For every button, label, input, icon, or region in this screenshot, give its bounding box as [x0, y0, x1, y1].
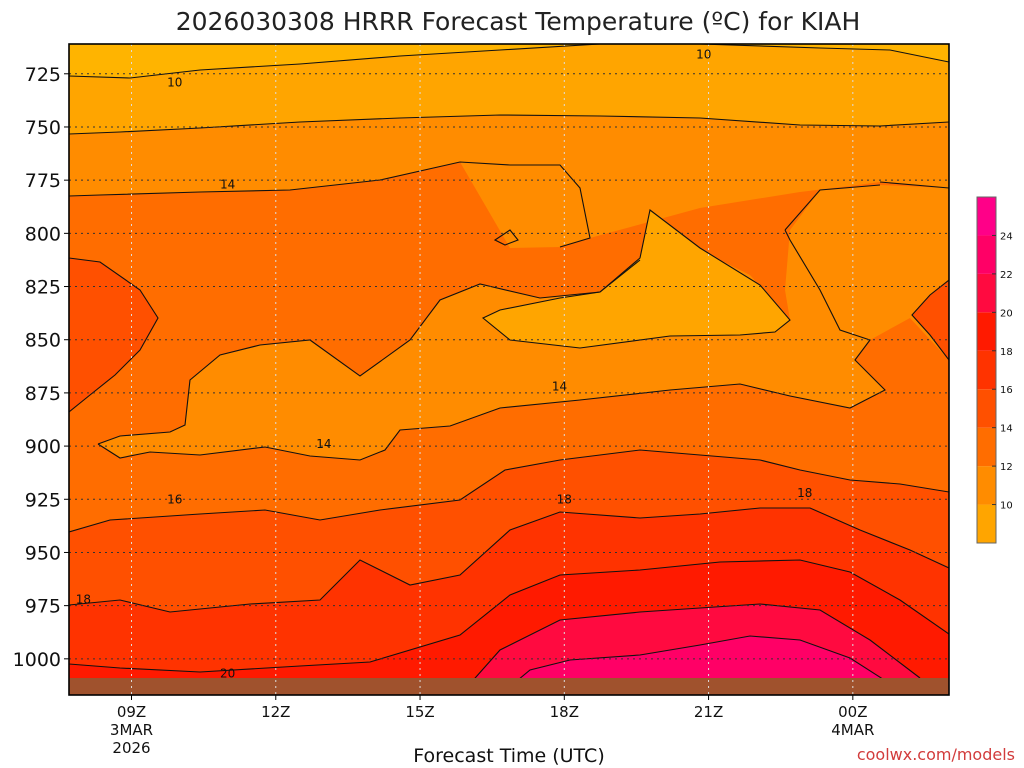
y-tick-label: 850 [25, 330, 61, 352]
colorbar-label: 16 [1000, 385, 1013, 396]
colorbar-swatch [977, 389, 996, 428]
y-tick-label: 950 [25, 542, 61, 564]
colorbar-label: 14 [1000, 424, 1013, 435]
ground-surface [69, 677, 949, 695]
band-10-12-upper [69, 44, 949, 134]
x-tick-label: 15Z [405, 703, 434, 721]
colorbar-label: 22 [1000, 270, 1013, 281]
y-axis: 725 750 775 800 825 850 875 900 925 950 975 1000 [13, 64, 69, 671]
y-tick-label: 825 [25, 277, 61, 299]
contour-label: 14 [220, 177, 235, 191]
colorbar-label: 20 [1000, 308, 1013, 319]
x-tick-label: 09Z [117, 703, 146, 721]
colorbar-swatch [977, 312, 996, 351]
x-axis-title: Forecast Time (UTC) [413, 745, 604, 767]
x-tick-sublabel: 3MAR [110, 721, 153, 739]
contour-label: 18 [76, 592, 91, 606]
colorbar-swatch [977, 504, 996, 543]
colorbar-swatch [977, 235, 996, 274]
x-tick-sublabel: 4MAR [831, 721, 874, 739]
contour-label: 14 [316, 437, 331, 451]
gridlines [69, 44, 949, 695]
y-tick-label: 800 [25, 223, 61, 245]
contour-label: 10 [696, 48, 711, 62]
y-tick-label: 925 [25, 489, 61, 511]
band-10-12-lobe [483, 210, 790, 348]
y-tick-label: 900 [25, 436, 61, 458]
y-tick-label: 875 [25, 383, 61, 405]
y-tick-label: 750 [25, 117, 61, 139]
y-tick-label: 975 [25, 596, 61, 618]
contour-field: 10 10 14 14 14 16 18 18 18 20 [69, 44, 949, 695]
contour-label: 14 [552, 380, 567, 394]
colorbar-label: 18 [1000, 347, 1013, 358]
chart-title: 2026030308 HRRR Forecast Temperature (ºC… [176, 7, 861, 36]
colorbar: 10 12 14 16 18 20 22 24 [976, 196, 1013, 544]
x-tick-label: 18Z [550, 703, 579, 721]
colorbar-frame [976, 196, 997, 544]
colorbar-swatch [977, 427, 996, 467]
y-tick-label: 1000 [13, 649, 61, 671]
band-16-18-left [69, 258, 158, 412]
x-tick-label: 12Z [261, 703, 290, 721]
contour-label: 18 [797, 486, 812, 500]
contour-labels: 10 10 14 14 14 16 18 18 18 20 [76, 48, 813, 681]
contour-label: 20 [220, 667, 235, 681]
y-tick-label: 775 [25, 170, 61, 192]
contour-label: 16 [167, 492, 182, 506]
x-tick-label: 21Z [694, 703, 723, 721]
contour-label: 10 [167, 75, 182, 89]
colorbar-label: 10 [1000, 501, 1013, 512]
band-8-10-upper [69, 44, 949, 78]
colorbar-swatch [977, 273, 996, 313]
colorbar-label: 12 [1000, 462, 1013, 473]
credit-text: coolwx.com/models [857, 745, 1015, 764]
x-tick-sublabel: 2026 [112, 739, 150, 757]
y-tick-label: 725 [25, 64, 61, 86]
colorbar-swatch [977, 197, 996, 236]
contour-label: 18 [557, 492, 572, 506]
contour-lines [69, 44, 949, 695]
colorbar-label: 24 [1000, 231, 1013, 242]
colorbar-swatch [977, 466, 996, 505]
x-tick-label: 00Z [838, 703, 867, 721]
colorbar-swatch [977, 350, 996, 390]
plot-frame [68, 43, 950, 696]
